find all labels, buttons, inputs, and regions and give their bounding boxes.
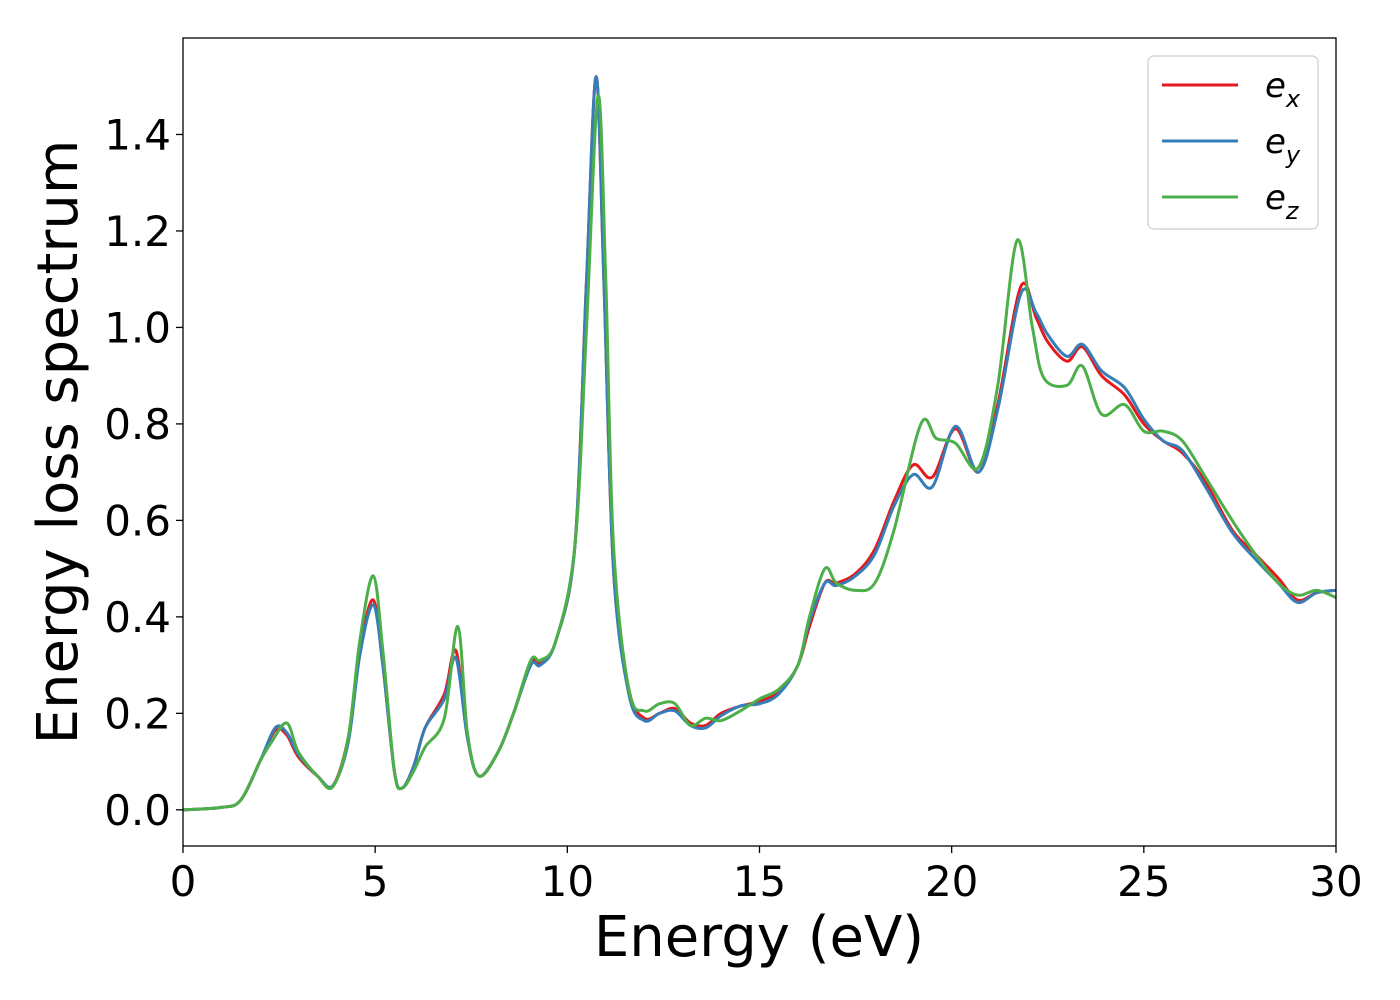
x-tick-label: 30 <box>1309 857 1362 906</box>
plot-background <box>183 38 1336 846</box>
y-tick-label: 0.2 <box>104 689 171 738</box>
series-line-e-z <box>183 94 1336 812</box>
y-axis-label: Energy loss spectrum <box>26 140 91 745</box>
legend-label-e-y: ey <box>1265 122 1301 169</box>
y-tick-label: 1.2 <box>104 207 171 256</box>
legend-label-e-x: ex <box>1265 66 1301 113</box>
y-tick-label: 0.8 <box>104 400 171 449</box>
series-lines <box>183 75 1336 812</box>
y-tick-label: 0.4 <box>104 593 171 642</box>
x-axis-label: Energy (eV) <box>594 905 924 970</box>
x-tick-label: 0 <box>170 857 197 906</box>
x-tick-label: 20 <box>925 857 978 906</box>
legend-label-e-z: ez <box>1265 178 1300 225</box>
x-tick-label: 5 <box>362 857 389 906</box>
y-tick-label: 1.0 <box>104 303 171 352</box>
x-axis-ticks: 0 5 10 15 20 25 30 <box>170 846 1363 906</box>
y-tick-label: 1.4 <box>104 110 171 159</box>
x-tick-label: 10 <box>541 857 594 906</box>
legend: ex ey ez <box>1147 55 1319 230</box>
x-tick-label: 25 <box>1117 857 1170 906</box>
y-tick-label: 0.0 <box>104 786 171 835</box>
x-tick-label: 15 <box>733 857 786 906</box>
y-tick-label: 0.6 <box>104 496 171 545</box>
y-axis-ticks: 0.0 0.2 0.4 0.6 0.8 1.0 1.2 1.4 <box>104 110 183 835</box>
